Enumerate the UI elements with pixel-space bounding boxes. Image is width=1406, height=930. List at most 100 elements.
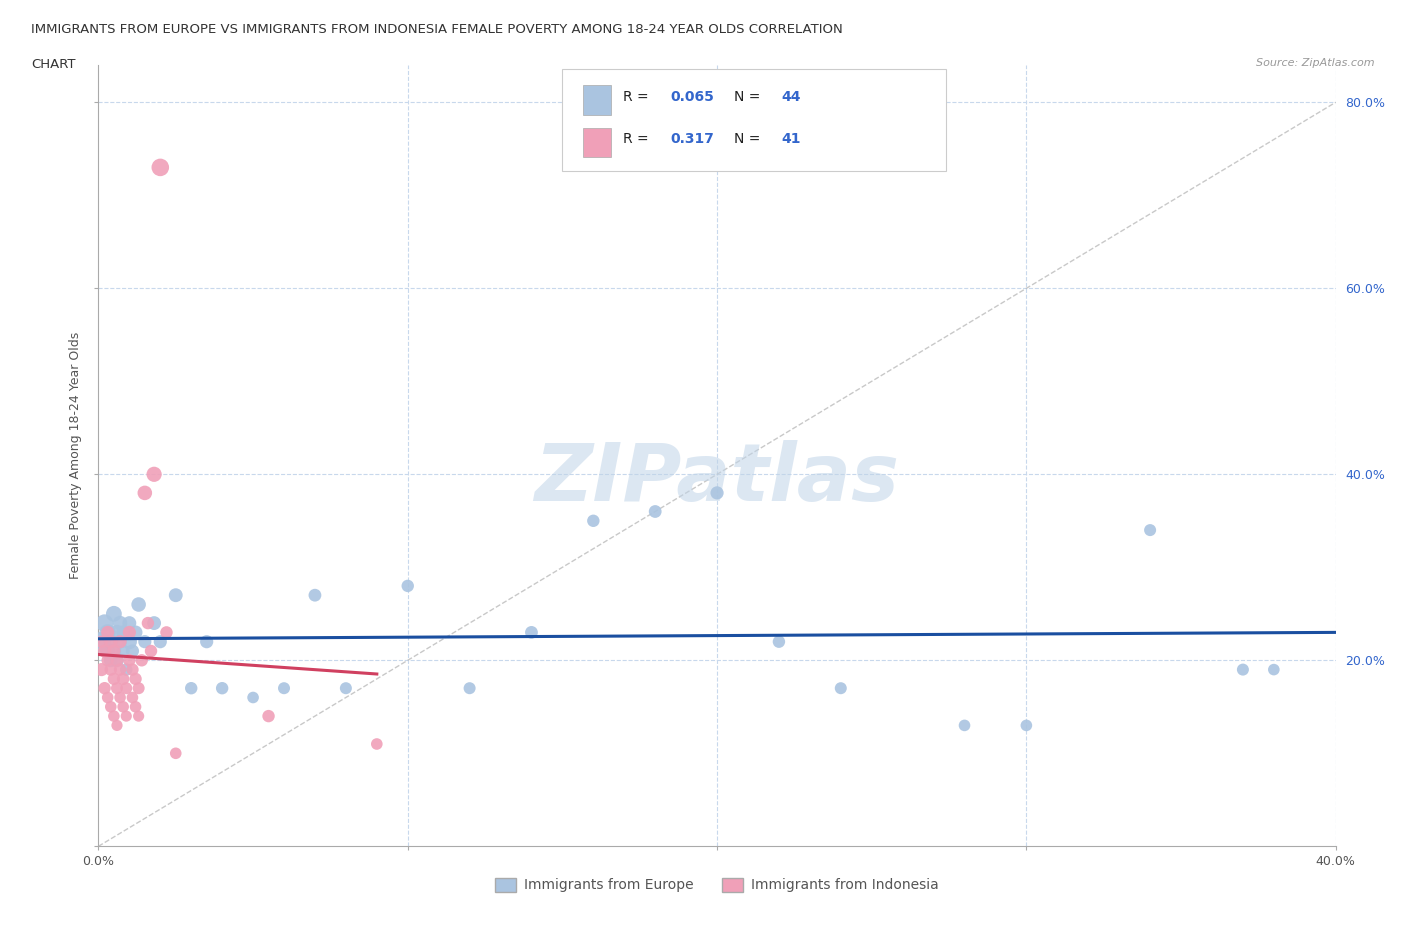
- Point: [97, 690, 120, 705]
- Point: [830, 681, 852, 696]
- Point: [143, 616, 166, 631]
- Text: 44: 44: [782, 90, 801, 104]
- Text: R =: R =: [623, 132, 658, 146]
- Point: [143, 467, 166, 482]
- Point: [115, 681, 138, 696]
- Point: [121, 690, 143, 705]
- Point: [118, 625, 141, 640]
- Point: [118, 616, 141, 631]
- Point: [242, 690, 264, 705]
- Point: [112, 644, 135, 658]
- Text: R =: R =: [623, 90, 652, 104]
- Point: [1232, 662, 1254, 677]
- Text: 0.065: 0.065: [671, 90, 714, 104]
- Point: [124, 625, 146, 640]
- Text: 41: 41: [782, 132, 801, 146]
- Point: [121, 662, 143, 677]
- Point: [149, 634, 172, 649]
- Point: [180, 681, 202, 696]
- Point: [112, 625, 135, 640]
- Text: Source: ZipAtlas.com: Source: ZipAtlas.com: [1257, 58, 1375, 68]
- Point: [93, 681, 115, 696]
- Point: [100, 699, 122, 714]
- Point: [100, 662, 122, 677]
- Point: [128, 681, 150, 696]
- Point: [139, 644, 162, 658]
- Point: [97, 653, 120, 668]
- Text: ZIPatlas: ZIPatlas: [534, 440, 900, 518]
- Point: [97, 644, 120, 658]
- Point: [93, 616, 115, 631]
- Point: [105, 681, 128, 696]
- Point: [103, 671, 125, 686]
- Point: [105, 653, 128, 668]
- Point: [105, 718, 128, 733]
- Point: [149, 160, 172, 175]
- Point: [118, 653, 141, 668]
- Point: [134, 634, 156, 649]
- Point: [1015, 718, 1038, 733]
- Point: [100, 653, 122, 668]
- Point: [97, 625, 120, 640]
- Point: [105, 625, 128, 640]
- Point: [1263, 662, 1285, 677]
- Point: [103, 709, 125, 724]
- Point: [128, 597, 150, 612]
- Point: [134, 485, 156, 500]
- Point: [520, 625, 543, 640]
- Point: [155, 625, 177, 640]
- Point: [644, 504, 666, 519]
- Point: [118, 634, 141, 649]
- Point: [768, 634, 790, 649]
- Point: [97, 625, 120, 640]
- Text: N =: N =: [734, 132, 765, 146]
- Point: [115, 709, 138, 724]
- Point: [93, 644, 115, 658]
- Text: N =: N =: [734, 90, 765, 104]
- Point: [165, 588, 187, 603]
- Point: [128, 709, 150, 724]
- Point: [90, 662, 112, 677]
- Point: [108, 634, 131, 649]
- Point: [165, 746, 187, 761]
- Point: [108, 662, 131, 677]
- Text: CHART: CHART: [31, 58, 76, 71]
- Point: [273, 681, 295, 696]
- FancyBboxPatch shape: [562, 69, 946, 170]
- Point: [108, 616, 131, 631]
- Point: [124, 699, 146, 714]
- Bar: [583, 127, 610, 157]
- Y-axis label: Female Poverty Among 18-24 Year Olds: Female Poverty Among 18-24 Year Olds: [69, 332, 83, 579]
- Point: [1139, 523, 1161, 538]
- Point: [136, 616, 159, 631]
- Point: [366, 737, 388, 751]
- Point: [211, 681, 233, 696]
- Point: [953, 718, 976, 733]
- Point: [112, 699, 135, 714]
- Text: 0.317: 0.317: [671, 132, 714, 146]
- Point: [100, 634, 122, 649]
- Point: [124, 671, 146, 686]
- Point: [706, 485, 728, 500]
- Point: [458, 681, 481, 696]
- Point: [112, 671, 135, 686]
- Point: [90, 634, 112, 649]
- Point: [582, 513, 605, 528]
- Point: [195, 634, 218, 649]
- Legend: Immigrants from Europe, Immigrants from Indonesia: Immigrants from Europe, Immigrants from …: [489, 872, 945, 898]
- Point: [103, 644, 125, 658]
- Text: IMMIGRANTS FROM EUROPE VS IMMIGRANTS FROM INDONESIA FEMALE POVERTY AMONG 18-24 Y: IMMIGRANTS FROM EUROPE VS IMMIGRANTS FRO…: [31, 23, 842, 36]
- Point: [105, 653, 128, 668]
- Point: [108, 690, 131, 705]
- Point: [396, 578, 419, 593]
- Point: [103, 644, 125, 658]
- Point: [103, 606, 125, 621]
- Point: [108, 634, 131, 649]
- Point: [121, 644, 143, 658]
- Point: [335, 681, 357, 696]
- Point: [304, 588, 326, 603]
- Point: [257, 709, 280, 724]
- Bar: [583, 86, 610, 115]
- Point: [115, 662, 138, 677]
- Point: [100, 634, 122, 649]
